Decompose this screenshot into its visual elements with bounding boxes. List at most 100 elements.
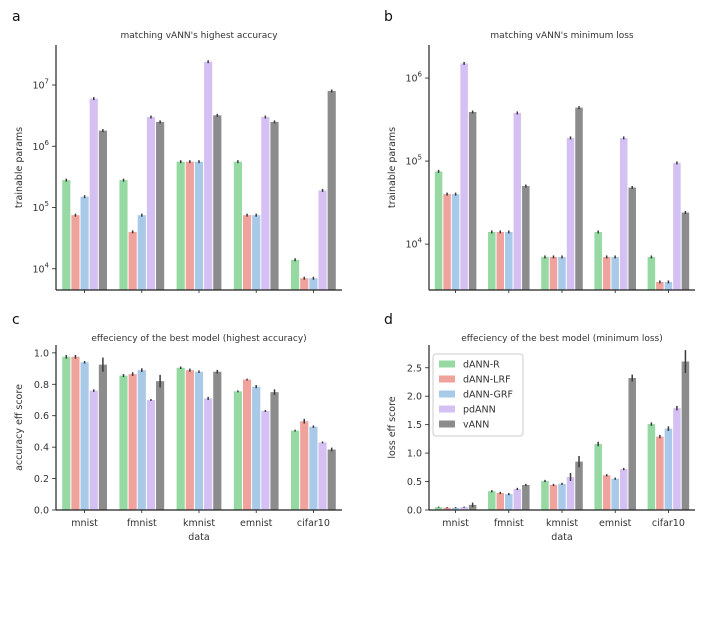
bar-dANN-GRF-kmnist <box>194 161 204 290</box>
bar-pdANN-fmnist <box>513 488 522 510</box>
y-axis-label: trainable params <box>14 127 25 208</box>
bar-dANN-LRF-mnist <box>71 215 80 290</box>
bar-dANN-LRF-cifar10 <box>656 436 664 510</box>
bar-dANN-R-fmnist <box>119 180 128 290</box>
chart-title: effeciency of the best model (highest ac… <box>91 334 306 344</box>
bar-dANN-LRF-fmnist <box>128 231 137 290</box>
bar-dANN-LRF-emnist <box>602 256 611 290</box>
bar-vANN-emnist <box>270 392 279 510</box>
bar-dANN-LRF-cifar10 <box>656 281 664 290</box>
panel-a: a matching vANN's highest accuracy 104 105 1… <box>12 9 342 293</box>
bar-pdANN-cifar10 <box>673 408 681 510</box>
bar-pdANN-emnist <box>619 137 628 290</box>
x-axis-label: data <box>551 532 572 543</box>
bar-dANN-LRF-emnist <box>242 215 252 290</box>
bar-pdANN-mnist <box>460 63 468 290</box>
y-tick-label: 1.0 <box>34 348 49 359</box>
bar-dANN-LRF-mnist <box>443 194 451 290</box>
panel-d: d effeciency of the best model (minimum l… <box>384 312 695 543</box>
bar-dANN-GRF-fmnist <box>505 494 513 510</box>
bar-dANN-GRF-cifar10 <box>309 426 318 510</box>
bar-pdANN-cifar10 <box>318 442 327 510</box>
legend-swatch-dANN-R <box>439 360 455 368</box>
bar-vANN-kmnist <box>575 107 583 291</box>
x-axis-label: data <box>188 532 209 543</box>
bar-dANN-LRF-fmnist <box>496 492 505 510</box>
bar-pdANN-kmnist <box>204 61 213 290</box>
bar-vANN-mnist <box>98 130 107 290</box>
bar-dANN-R-cifar10 <box>291 430 300 510</box>
bar-vANN-emnist <box>270 121 279 291</box>
bar-dANN-R-emnist <box>233 391 242 510</box>
bar-dANN-R-mnist <box>434 507 443 510</box>
x-tick-label: mnist <box>442 518 469 529</box>
bar-dANN-LRF-mnist <box>71 356 80 510</box>
y-tick-label: 105 <box>32 200 49 214</box>
legend-swatch-dANN-GRF <box>439 390 455 398</box>
bar-vANN-mnist <box>468 111 477 290</box>
x-tick-label: emnist <box>240 518 273 529</box>
panel-letter: b <box>384 9 393 25</box>
legend: dANN-R dANN-LRF dANN-GRF pdANN vANN <box>432 353 524 437</box>
bar-dANN-GRF-emnist <box>252 215 261 290</box>
x-tick-label: mnist <box>71 518 98 529</box>
bar-dANN-R-cifar10 <box>647 424 656 510</box>
y-tick-label: 1.5 <box>407 420 422 431</box>
y-tick-label: 104 <box>405 237 422 251</box>
bar-dANN-LRF-kmnist <box>185 161 194 290</box>
panel-letter: a <box>12 9 21 25</box>
legend-label: vANN <box>463 420 489 431</box>
x-tick-label: kmnist <box>183 518 215 529</box>
bar-dANN-GRF-mnist <box>80 362 89 510</box>
bar-dANN-R-cifar10 <box>647 256 656 290</box>
bar-vANN-emnist <box>628 187 636 290</box>
legend-swatch-vANN <box>439 420 455 428</box>
bar-dANN-GRF-kmnist <box>558 256 566 290</box>
x-tick-label: cifar10 <box>297 518 330 529</box>
bar-vANN-fmnist <box>522 186 530 290</box>
legend-label: dANN-LRF <box>463 375 511 386</box>
x-tick-label: fmnist <box>494 518 524 529</box>
bar-dANN-GRF-cifar10 <box>309 278 318 290</box>
bar-dANN-R-mnist <box>62 180 71 290</box>
bar-dANN-GRF-cifar10 <box>664 428 673 510</box>
bar-dANN-GRF-cifar10 <box>664 281 673 290</box>
bar-dANN-LRF-cifar10 <box>300 278 309 290</box>
bar-dANN-R-fmnist <box>488 231 496 290</box>
bar-dANN-R-kmnist <box>541 256 549 290</box>
y-tick-label: 0.8 <box>34 380 49 391</box>
y-tick-label: 106 <box>32 139 49 153</box>
bar-pdANN-kmnist <box>204 398 213 510</box>
y-axis-label: loss eff score <box>387 396 398 458</box>
y-tick-label: 104 <box>32 261 49 275</box>
bar-pdANN-cifar10 <box>673 162 681 290</box>
bar-dANN-GRF-mnist <box>451 194 460 290</box>
bar-dANN-LRF-emnist <box>602 475 611 510</box>
bar-dANN-R-emnist <box>233 161 242 290</box>
bar-dANN-R-mnist <box>434 171 443 290</box>
bar-dANN-R-fmnist <box>119 375 128 510</box>
bar-dANN-GRF-mnist <box>80 196 89 290</box>
y-tick-label: 106 <box>405 71 422 85</box>
panel-c: c effeciency of the best model (highest a… <box>12 312 342 543</box>
panel-letter: c <box>12 312 20 328</box>
chart-title: matching vANN's minimum loss <box>490 31 633 41</box>
bar-dANN-R-kmnist <box>176 367 185 510</box>
y-tick-label: 0.0 <box>407 506 422 517</box>
bar-pdANN-fmnist <box>146 400 156 510</box>
bar-vANN-emnist <box>628 378 636 510</box>
y-tick-label: 0.4 <box>34 443 49 454</box>
y-tick-label: 1.0 <box>407 449 422 460</box>
bar-dANN-LRF-kmnist <box>549 256 558 290</box>
bar-pdANN-mnist <box>89 98 98 290</box>
bar-dANN-GRF-kmnist <box>194 371 204 510</box>
bar-dANN-GRF-fmnist <box>137 215 146 290</box>
bar-dANN-R-kmnist <box>541 480 549 510</box>
bar-vANN-mnist <box>468 504 477 510</box>
legend-label: pdANN <box>463 405 496 416</box>
bar-pdANN-mnist <box>460 507 468 510</box>
bar-vANN-kmnist <box>575 461 583 510</box>
y-axis-label: accuracy eff score <box>14 384 25 471</box>
bar-pdANN-kmnist <box>566 477 575 510</box>
